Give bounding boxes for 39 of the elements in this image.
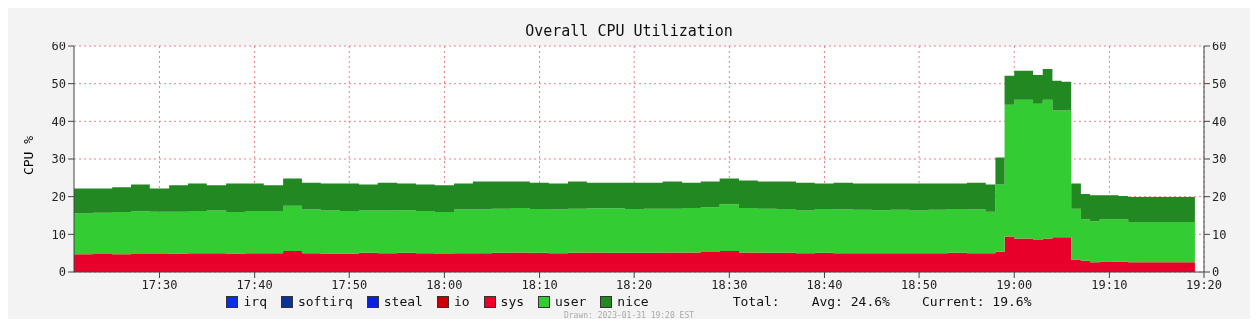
- x-tick-label: 18:10: [521, 277, 558, 292]
- y-tick-label: 40: [51, 114, 66, 129]
- x-tick-label: 19:00: [996, 277, 1033, 292]
- legend-label: nice: [617, 294, 649, 309]
- x-tick-label: 19:20: [1185, 277, 1223, 292]
- legend-label: user: [555, 294, 587, 309]
- y2-tick-label: 20: [1212, 189, 1227, 204]
- x-tick-label: 17:30: [141, 277, 178, 292]
- legend-label: irq: [243, 294, 267, 309]
- y2-tick-label: 40: [1212, 114, 1227, 129]
- y-tick-label: 50: [51, 76, 66, 91]
- legend-label: sys: [500, 294, 525, 309]
- x-tick-label: 18:50: [901, 277, 938, 292]
- x-tick-label: 17:40: [236, 277, 273, 292]
- y-tick-label: 60: [51, 39, 66, 54]
- x-tick-label: 18:20: [616, 277, 653, 292]
- y-tick-label: 0: [58, 265, 66, 280]
- legend-label: softirq: [297, 294, 353, 309]
- y-tick-label: 30: [51, 152, 66, 167]
- legend-label: io: [453, 294, 470, 309]
- y2-tick-label: 0: [1212, 265, 1220, 280]
- text: Avg: 24.6%: [811, 294, 890, 309]
- text: Drawn: 2023-01-31 19:20 EST: [562, 311, 695, 320]
- y2-tick-label: 30: [1212, 152, 1227, 167]
- x-tick-label: 18:40: [806, 277, 843, 292]
- y-axis-title: CPU %: [20, 134, 36, 178]
- text: Current: 19.6%: [921, 294, 1032, 309]
- x-tick-label: 18:30: [711, 277, 748, 292]
- x-tick-label: 17:50: [331, 277, 368, 292]
- y2-tick-label: 10: [1212, 227, 1227, 242]
- x-tick-label: 18:00: [426, 277, 463, 292]
- y-tick-label: 10: [51, 227, 66, 242]
- y-tick-label: 20: [51, 189, 66, 204]
- text: Total:: [732, 294, 780, 309]
- legend-label: steal: [383, 294, 423, 309]
- y2-tick-label: 60: [1212, 39, 1227, 54]
- y2-tick-label: 50: [1212, 76, 1227, 91]
- x-tick-label: 19:10: [1091, 277, 1128, 292]
- chart-title: Overall CPU Utilization: [525, 22, 733, 40]
